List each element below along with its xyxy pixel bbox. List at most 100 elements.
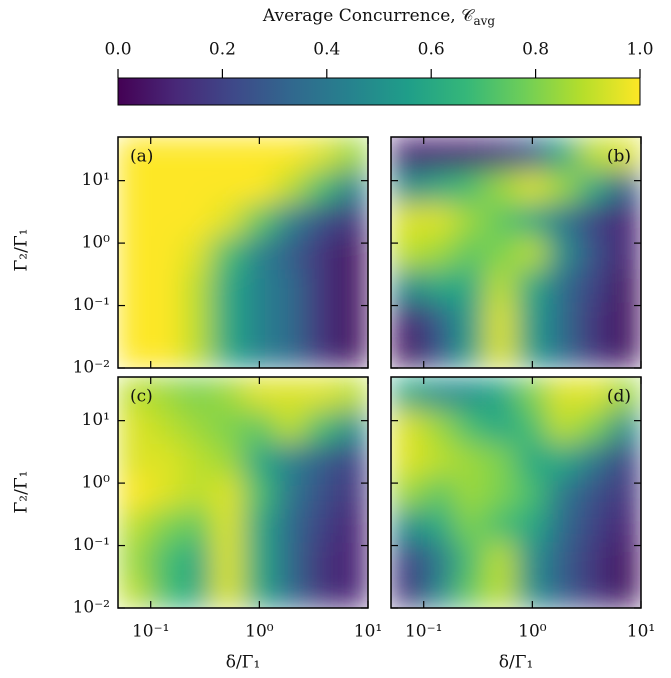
heatmap-cell: [454, 541, 486, 576]
heatmap-cell: [118, 575, 151, 608]
heatmap-cell: [423, 508, 455, 543]
heatmap-cell: [305, 137, 338, 171]
heatmap-cell: [211, 575, 244, 608]
heatmap-cell: [150, 202, 182, 237]
heatmap-cell: [454, 335, 486, 368]
heatmap-cell: [484, 442, 517, 477]
heatmap-cell: [578, 377, 611, 411]
heatmap-cell: [336, 508, 368, 543]
heatmap-cell: [391, 335, 424, 368]
heatmap-cell: [336, 268, 368, 303]
heatmap-cell: [150, 268, 182, 303]
heatmap-cell: [484, 377, 517, 411]
y-tick-label: 10⁻¹: [73, 535, 110, 555]
heatmap-cell: [547, 541, 579, 576]
colorbar-tick-label: 1.0: [626, 40, 653, 60]
heatmap-cell: [609, 541, 641, 576]
heatmap-cell: [423, 268, 455, 303]
heatmap-cell: [484, 235, 517, 270]
heatmap-cell: [274, 301, 306, 336]
heatmap-cell: [274, 475, 306, 510]
heatmap-cell: [118, 202, 151, 237]
heatmap-cell: [243, 235, 275, 270]
heatmap: [391, 137, 641, 368]
x-tick-label: 10⁻¹: [405, 622, 442, 642]
heatmap-cell: [150, 541, 182, 576]
heatmap-cell: [484, 575, 517, 608]
heatmap-cell: [516, 508, 548, 543]
heatmap-cell: [150, 235, 182, 270]
heatmap-cell: [609, 575, 641, 608]
colorbar-tick-label: 0.6: [418, 40, 445, 60]
heatmap-cell: [274, 410, 306, 444]
heatmap-cell: [305, 475, 338, 510]
heatmap-cell: [305, 377, 338, 411]
heatmap-cell: [118, 377, 151, 411]
heatmap-cells: [391, 137, 641, 368]
heatmap-cell: [274, 202, 306, 237]
heatmap-cell: [547, 202, 579, 237]
heatmap-cell: [578, 410, 611, 444]
colorbar: [117, 77, 641, 106]
heatmap-cell: [516, 301, 548, 336]
x-tick-label: 10⁰: [518, 622, 547, 642]
heatmap-cell: [391, 137, 424, 171]
heatmap-cell: [243, 508, 275, 543]
heatmap-cell: [391, 202, 424, 237]
heatmap-cell: [211, 202, 244, 237]
heatmap-cell: [609, 442, 641, 477]
heatmap-cell: [578, 137, 611, 171]
heatmap-cell: [336, 377, 368, 411]
heatmap-cell: [391, 268, 424, 303]
heatmap-cell: [423, 301, 455, 336]
heatmap-cell: [547, 508, 579, 543]
heatmap-cell: [181, 301, 213, 336]
x-tick-label: 10¹: [627, 622, 655, 642]
heatmap-cell: [305, 301, 338, 336]
heatmap-cell: [211, 508, 244, 543]
x-axis-label: δ/Γ₁: [499, 653, 534, 673]
heatmap-cell: [484, 541, 517, 576]
heatmap-cell: [454, 202, 486, 237]
heatmap-cell: [181, 170, 213, 204]
heatmap-cell: [211, 137, 244, 171]
heatmap-cell: [609, 301, 641, 336]
heatmap-cell: [118, 335, 151, 368]
heatmap-cell: [484, 508, 517, 543]
heatmap-cell: [336, 442, 368, 477]
heatmap-cell: [211, 442, 244, 477]
y-tick-label: 10⁰: [82, 233, 111, 253]
heatmap-cell: [578, 508, 611, 543]
heatmap-cell: [118, 410, 151, 444]
heatmap-cell: [609, 475, 641, 510]
heatmap-cell: [578, 202, 611, 237]
heatmap-cell: [243, 475, 275, 510]
heatmap-cell: [516, 202, 548, 237]
heatmap-cell: [305, 575, 338, 608]
heatmap-cell: [454, 268, 486, 303]
heatmap-cell: [516, 475, 548, 510]
heatmap-cell: [547, 377, 579, 411]
heatmap-cell: [243, 268, 275, 303]
heatmap-cell: [274, 541, 306, 576]
heatmap-cell: [336, 170, 368, 204]
heatmap-cell: [211, 268, 244, 303]
heatmap-cell: [516, 442, 548, 477]
heatmap-cell: [118, 137, 151, 171]
heatmap-cell: [181, 410, 213, 444]
x-tick-label: 10⁰: [245, 622, 274, 642]
heatmap-cell: [274, 508, 306, 543]
heatmap-cell: [423, 137, 455, 171]
heatmap-cell: [423, 235, 455, 270]
heatmap-cell: [336, 475, 368, 510]
heatmap-cell: [454, 377, 486, 411]
heatmap-cell: [181, 268, 213, 303]
heatmap-cell: [454, 508, 486, 543]
heatmap-cell: [305, 235, 338, 270]
heatmap-cell: [181, 235, 213, 270]
colorbar-tick-label: 0.8: [522, 40, 549, 60]
y-tick-label: 10¹: [82, 170, 110, 190]
heatmap-cell: [609, 377, 641, 411]
colorbar-tick-label: 0.2: [209, 40, 236, 60]
heatmap-cell: [391, 301, 424, 336]
